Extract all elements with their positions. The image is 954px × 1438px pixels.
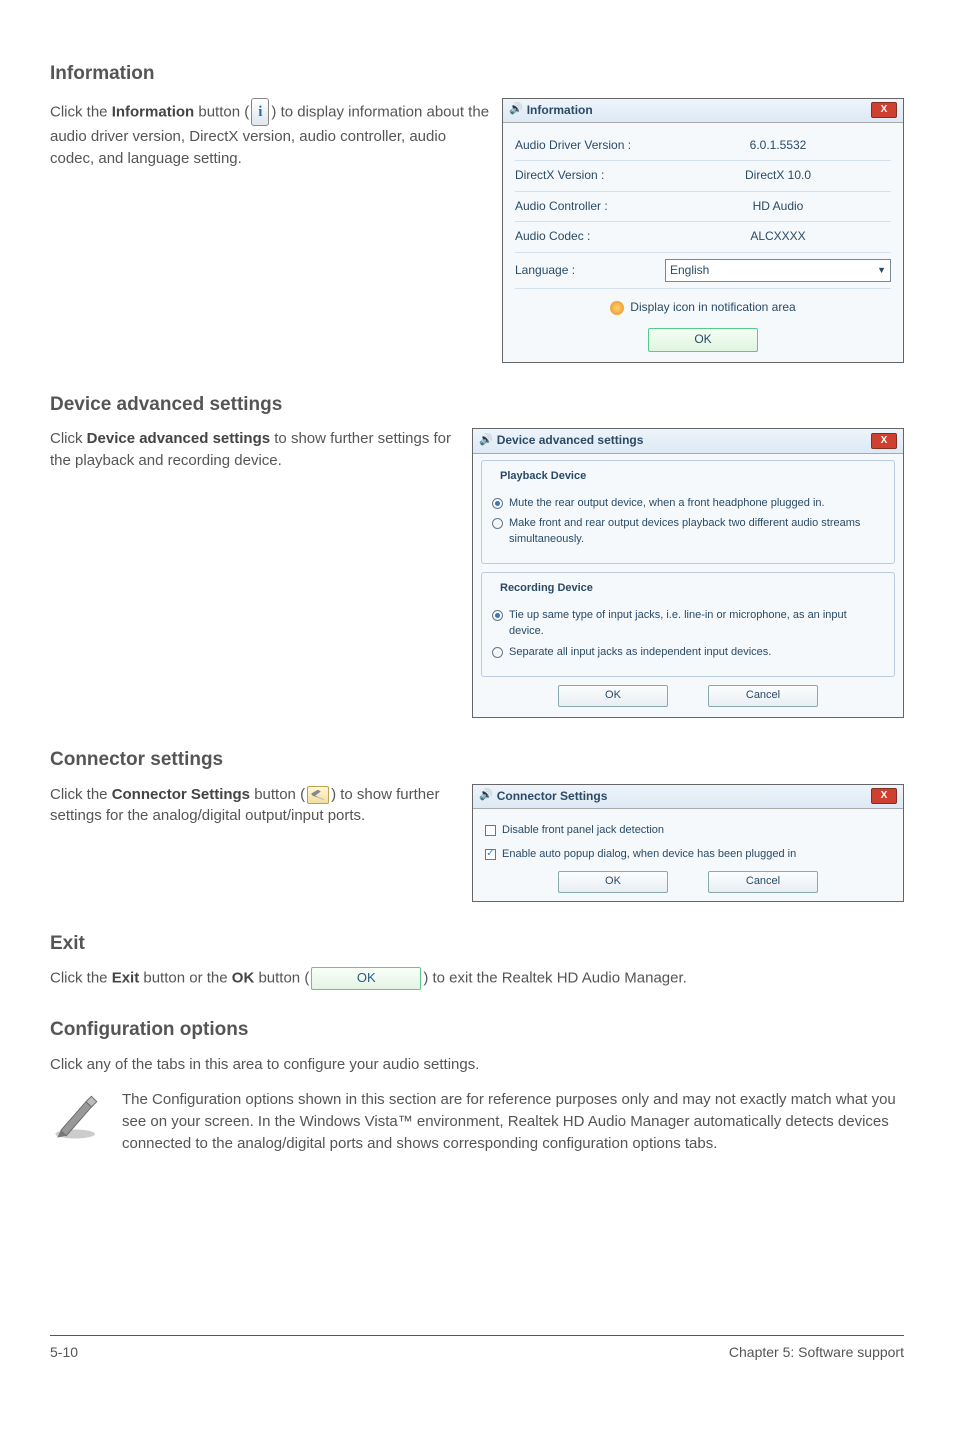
recording-option-1[interactable]: Tie up same type of input jacks, i.e. li… [492,608,884,640]
information-paragraph: Click the Information button (i) to disp… [50,98,490,170]
pen-icon [50,1089,104,1150]
text: Click the [50,103,112,120]
das-paragraph: Click Device advanced settings to show f… [50,428,460,472]
checkbox-icon [485,825,496,836]
text: button ( [254,970,309,987]
ok-button[interactable]: OK [558,871,668,893]
dialog-title: Information [527,102,593,119]
heading-config: Configuration options [50,1016,904,1044]
text: button ( [250,786,305,803]
notification-icon [610,301,624,315]
notification-text: Display icon in notification area [630,299,795,316]
text-bold: OK [232,970,255,987]
information-icon: i [251,98,269,127]
ok-button-inline: OK [311,967,421,990]
speaker-icon: 🔊 [509,102,523,118]
chevron-down-icon: ▼ [877,264,886,277]
text: Click [50,430,87,447]
option-label: Enable auto popup dialog, when device ha… [502,847,796,863]
radio-icon [492,610,503,621]
radio-icon [492,518,503,529]
cancel-button[interactable]: Cancel [708,871,818,893]
dialog-titlebar: 🔊Connector Settings X [473,785,903,809]
recording-fieldset: Recording Device Tie up same type of inp… [481,572,895,677]
value-directx-version: DirectX 10.0 [665,167,891,184]
wrench-icon [307,786,329,804]
text-bold: Information [112,103,195,120]
playback-option-2[interactable]: Make front and rear output devices playb… [492,516,884,548]
option-label: Make front and rear output devices playb… [509,516,884,548]
text-bold: Exit [112,970,140,987]
config-paragraph: Click any of the tabs in this area to co… [50,1054,904,1076]
recording-legend: Recording Device [496,581,597,597]
connector-option-2[interactable]: Enable auto popup dialog, when device ha… [485,847,891,863]
value-driver-version: 6.0.1.5532 [665,137,891,154]
connector-settings-dialog: 🔊Connector Settings X Disable front pane… [472,784,904,902]
close-icon[interactable]: X [871,788,897,804]
heading-connector: Connector settings [50,746,904,774]
option-label: Disable front panel jack detection [502,823,664,839]
heading-information: Information [50,60,904,88]
radio-icon [492,498,503,509]
text: Click the [50,786,112,803]
dialog-title: Device advanced settings [497,432,644,449]
playback-legend: Playback Device [496,469,590,485]
dialog-title: Connector Settings [497,788,608,805]
ok-button[interactable]: OK [648,328,758,351]
close-icon[interactable]: X [871,433,897,449]
heading-device-advanced: Device advanced settings [50,391,904,419]
checkbox-icon [485,849,496,860]
ok-button[interactable]: OK [558,685,668,707]
language-value: English [670,262,709,279]
information-dialog: 🔊Information X Audio Driver Version : 6.… [502,98,904,363]
info-glyph: i [258,104,262,120]
connector-option-1[interactable]: Disable front panel jack detection [485,823,891,839]
option-label: Separate all input jacks as independent … [509,645,771,661]
text: Click the [50,970,112,987]
recording-option-2[interactable]: Separate all input jacks as independent … [492,645,884,661]
label-driver-version: Audio Driver Version : [515,137,665,154]
page-footer: 5-10 Chapter 5: Software support [50,1335,904,1362]
dialog-titlebar: 🔊Information X [503,99,903,123]
playback-fieldset: Playback Device Mute the rear output dev… [481,460,895,565]
speaker-icon: 🔊 [479,788,493,804]
speaker-icon: 🔊 [479,433,493,449]
label-audio-controller: Audio Controller : [515,198,665,215]
note-text: The Configuration options shown in this … [122,1089,904,1154]
note-block: The Configuration options shown in this … [50,1089,904,1154]
playback-option-1[interactable]: Mute the rear output device, when a fron… [492,496,884,512]
radio-icon [492,647,503,658]
device-advanced-dialog: 🔊Device advanced settings X Playback Dev… [472,428,904,718]
dialog-titlebar: 🔊Device advanced settings X [473,429,903,453]
option-label: Tie up same type of input jacks, i.e. li… [509,608,884,640]
chapter-label: Chapter 5: Software support [729,1342,904,1362]
text-bold: Device advanced settings [87,430,270,447]
option-label: Mute the rear output device, when a fron… [509,496,825,512]
text: button or the [139,970,232,987]
label-directx-version: DirectX Version : [515,167,665,184]
text: ) to exit the Realtek HD Audio Manager. [423,970,686,987]
cancel-button[interactable]: Cancel [708,685,818,707]
connector-paragraph: Click the Connector Settings button () t… [50,784,460,828]
label-language: Language : [515,262,665,279]
value-audio-codec: ALCXXXX [665,228,891,245]
language-select[interactable]: English ▼ [665,259,891,282]
exit-paragraph: Click the Exit button or the OK button (… [50,967,904,990]
page-number: 5-10 [50,1342,78,1362]
value-audio-controller: HD Audio [665,198,891,215]
text-bold: Connector Settings [112,786,250,803]
heading-exit: Exit [50,930,904,958]
close-icon[interactable]: X [871,102,897,118]
text: button ( [194,103,249,120]
label-audio-codec: Audio Codec : [515,228,665,245]
